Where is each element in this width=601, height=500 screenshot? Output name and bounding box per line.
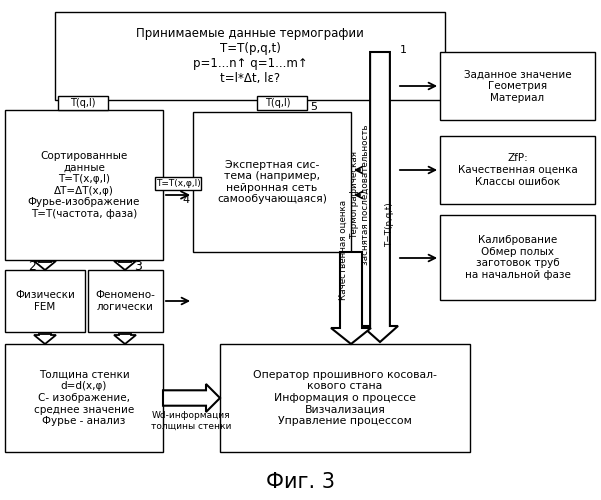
FancyBboxPatch shape [5, 344, 163, 452]
Text: Оператор прошивного косовал-
кового стана
Информация о процессе
Визчализация
Упр: Оператор прошивного косовал- кового стан… [253, 370, 437, 426]
Text: Феномено-
логически: Феномено- логически [96, 290, 156, 312]
Text: T=T(x,φ,l): T=T(x,φ,l) [156, 180, 200, 188]
FancyBboxPatch shape [5, 270, 85, 332]
Text: Заданное значение
Геометрия
Материал: Заданное значение Геометрия Материал [464, 70, 572, 102]
Text: Фиг. 3: Фиг. 3 [266, 472, 335, 492]
FancyBboxPatch shape [58, 96, 108, 110]
Text: Физически
FEM: Физически FEM [15, 290, 75, 312]
FancyBboxPatch shape [440, 136, 595, 204]
FancyBboxPatch shape [88, 270, 163, 332]
FancyBboxPatch shape [257, 96, 307, 110]
Text: Принимаемые данные термографии
T=T(p,q,t)
p=1...n↑ q=1...m↑
t=l*Δt, lε?: Принимаемые данные термографии T=T(p,q,t… [136, 27, 364, 85]
Polygon shape [114, 261, 136, 270]
Text: Wd-информация
толщины стенки: Wd-информация толщины стенки [151, 411, 231, 430]
FancyBboxPatch shape [193, 112, 351, 252]
Text: 2: 2 [28, 260, 36, 272]
Text: Термографическая
заснятая последовательность: Термографическая заснятая последовательн… [350, 124, 370, 266]
FancyBboxPatch shape [440, 52, 595, 120]
Text: 3: 3 [134, 260, 142, 272]
Text: T(q,l): T(q,l) [70, 98, 96, 108]
Text: Калибрование
Обмер полых
заготовок труб
на начальной фазе: Калибрование Обмер полых заготовок труб … [465, 235, 570, 280]
Text: 4: 4 [183, 195, 189, 205]
Text: T(q,l): T(q,l) [265, 98, 291, 108]
FancyBboxPatch shape [220, 344, 470, 452]
Text: Качественная оценка: Качественная оценка [338, 200, 347, 300]
Text: ZfP:
Качественная оценка
Классы ошибок: ZfP: Качественная оценка Классы ошибок [457, 154, 578, 186]
Text: 1: 1 [400, 45, 407, 55]
FancyBboxPatch shape [155, 177, 201, 190]
Polygon shape [34, 261, 56, 270]
Polygon shape [163, 384, 220, 412]
Polygon shape [362, 52, 398, 342]
Text: 5: 5 [311, 102, 317, 112]
Text: Экспертная сис-
тема (например,
нейронная сеть
самообучающаяся): Экспертная сис- тема (например, нейронна… [217, 160, 327, 204]
FancyBboxPatch shape [5, 110, 163, 260]
FancyBboxPatch shape [55, 12, 445, 100]
Text: T=T(p,q,t): T=T(p,q,t) [385, 202, 394, 248]
Text: Толщина стенки
d=d(x,φ)
С- изображение,
среднее значение
Фурье - анализ: Толщина стенки d=d(x,φ) С- изображение, … [34, 370, 134, 426]
Polygon shape [114, 334, 136, 344]
Text: Сортированные
данные
T=T(x,φ,l)
ΔT=ΔT(x,φ)
Фурье-изображение
T=T(частота, фаза): Сортированные данные T=T(x,φ,l) ΔT=ΔT(x,… [28, 151, 140, 219]
Polygon shape [331, 252, 371, 344]
Polygon shape [34, 334, 56, 344]
FancyBboxPatch shape [440, 215, 595, 300]
